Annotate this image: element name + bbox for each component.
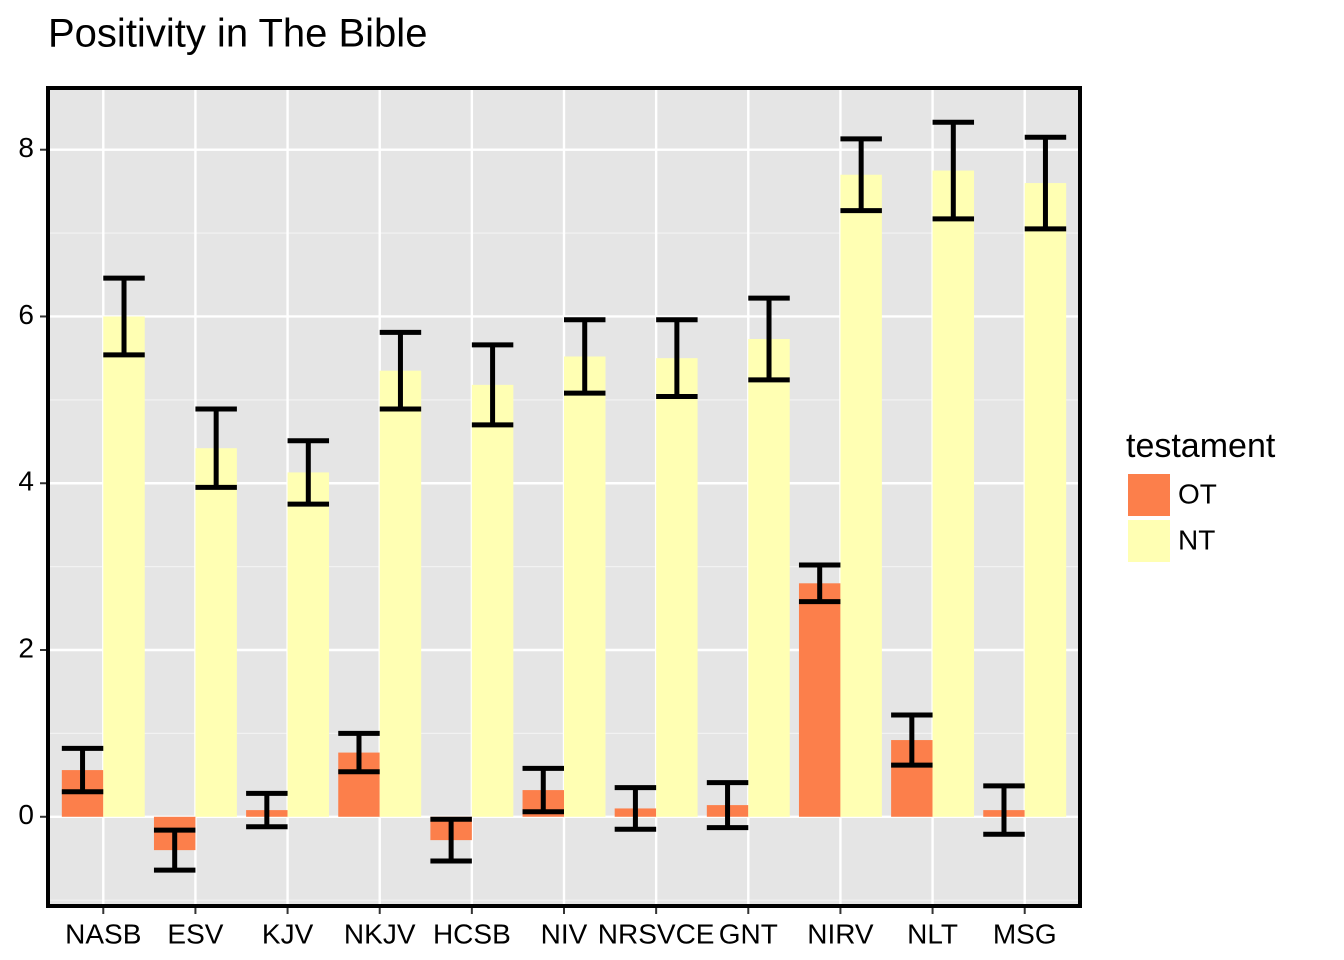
plot-border — [46, 86, 1082, 908]
legend-label: OT — [1178, 478, 1217, 509]
bar — [195, 448, 237, 817]
x-tick-label: HCSB — [433, 918, 511, 949]
bar — [748, 338, 790, 817]
error-bar — [1024, 134, 1067, 232]
legend-key — [1128, 474, 1170, 516]
x-tick-label: GNT — [719, 918, 778, 949]
x-tick-label: ESV — [167, 918, 223, 949]
x-tick-label: NKJV — [344, 918, 416, 949]
x-tick-label: NRSVCE — [598, 918, 715, 949]
bar — [1024, 183, 1067, 817]
error-bar — [153, 827, 196, 873]
legend-key — [1128, 520, 1170, 562]
error-bar — [564, 317, 606, 396]
bar — [103, 316, 145, 817]
error-bar — [798, 562, 841, 605]
error-bar — [891, 712, 933, 768]
error-bar — [706, 780, 749, 831]
bar — [932, 170, 975, 817]
x-tick-label: NIRV — [807, 918, 874, 949]
bar — [471, 384, 514, 817]
bar — [656, 358, 698, 817]
x-tick-label: MSG — [993, 918, 1057, 949]
x-tick-label: NLT — [907, 918, 958, 949]
error-bar — [430, 816, 472, 864]
bar — [840, 174, 882, 817]
error-bar — [103, 275, 145, 358]
error-bar — [287, 438, 330, 507]
error-bar — [246, 790, 288, 830]
error-bar — [379, 329, 422, 412]
legend-title: testament — [1126, 427, 1276, 465]
error-bar — [195, 406, 237, 490]
x-tick-label: NASB — [65, 918, 141, 949]
y-tick-label: 0 — [18, 799, 34, 830]
error-bar — [932, 119, 975, 222]
error-bar — [748, 295, 790, 383]
error-bar — [840, 136, 882, 214]
error-bar — [61, 745, 104, 795]
bar — [379, 370, 422, 817]
y-tick-label: 8 — [18, 132, 34, 163]
bar — [287, 472, 330, 817]
bar — [798, 583, 841, 817]
y-tick-label: 2 — [18, 632, 34, 663]
x-tick-label: KJV — [262, 918, 314, 949]
legend-label: NT — [1178, 524, 1215, 555]
error-bar — [522, 765, 564, 815]
x-tick-label: NIV — [541, 918, 588, 949]
error-bar — [656, 317, 698, 400]
error-bar — [471, 342, 514, 428]
y-tick-label: 4 — [18, 466, 34, 497]
bar — [564, 356, 606, 817]
y-tick-label: 6 — [18, 299, 34, 330]
error-bar — [614, 785, 657, 832]
chart-title: Positivity in The Bible — [48, 12, 427, 56]
error-bar — [338, 730, 380, 775]
error-bar — [983, 783, 1025, 837]
